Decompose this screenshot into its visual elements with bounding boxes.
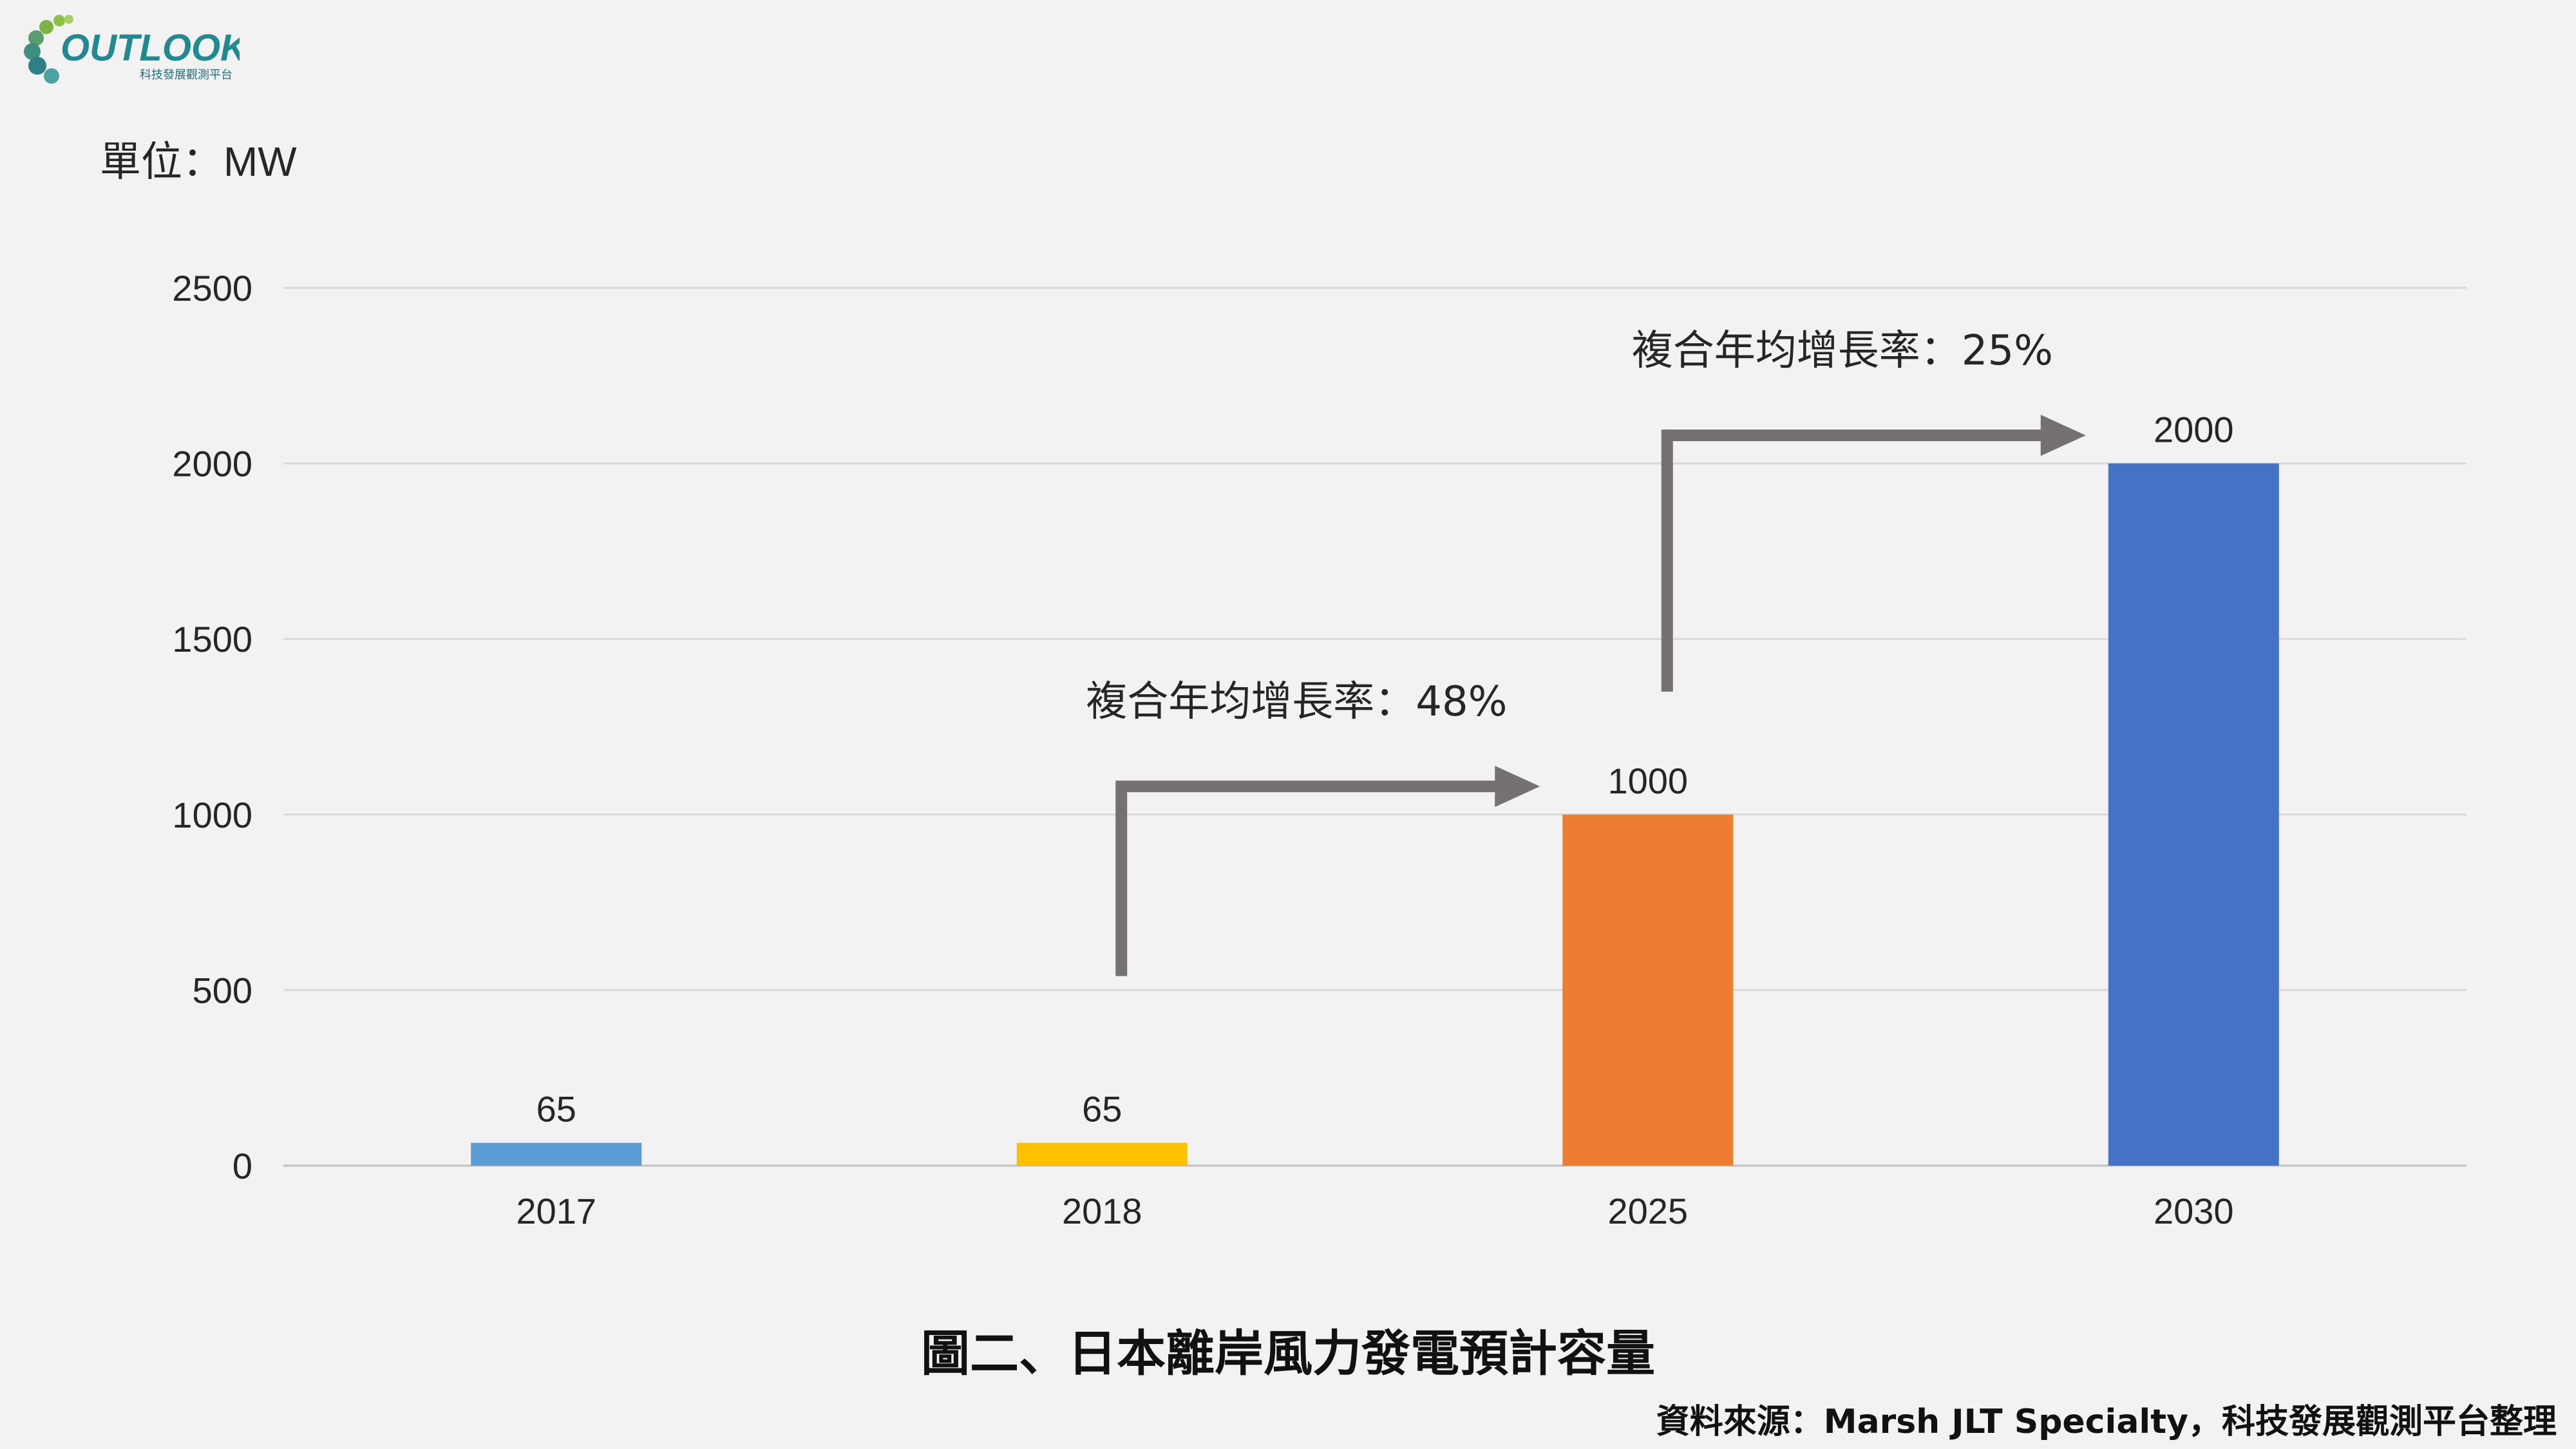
data-label: 65 — [1082, 1089, 1122, 1130]
bar-2017 — [471, 1142, 642, 1166]
growth-arrow-head — [2040, 414, 2086, 456]
cagr-annotation: 複合年均增長率：25% — [1632, 327, 2053, 375]
logo-dot — [44, 68, 59, 84]
growth-arrow-line — [1115, 781, 1502, 976]
data-label: 65 — [536, 1089, 576, 1130]
logo-subtitle: 科技發展觀測平台 — [140, 68, 232, 82]
bars — [471, 463, 2279, 1166]
outlook-logo: OUTLOOK 科技發展觀測平台 — [24, 15, 240, 84]
grid-lines — [283, 287, 2467, 1167]
y-tick-label: 1500 — [172, 619, 252, 659]
growth-arrows — [1115, 414, 2086, 976]
source-note: 資料來源：Marsh JLT Specialty，科技發展觀測平台整理 — [1656, 1403, 2557, 1441]
logo-wordmark: OUTLOOK — [61, 27, 240, 69]
x-tick-label: 2018 — [1062, 1191, 1142, 1231]
y-tick-label: 1000 — [172, 795, 252, 835]
y-tick-label: 2500 — [172, 268, 252, 308]
figure-caption: 圖二、日本離岸風力發電預計容量 — [921, 1325, 1655, 1382]
y-tick-label: 500 — [193, 970, 252, 1010]
bar-2030 — [2108, 463, 2279, 1166]
logo-dot — [64, 15, 73, 24]
logo-dot — [39, 20, 53, 34]
bar-2025 — [1562, 814, 1734, 1166]
unit-label: 單位：MW — [100, 138, 297, 185]
x-tick-label: 2017 — [516, 1191, 596, 1231]
data-label: 2000 — [2154, 410, 2234, 450]
logo-dot — [28, 57, 46, 75]
data-label: 1000 — [1607, 761, 1688, 801]
x-tick-label: 2030 — [2154, 1191, 2234, 1231]
chart-labels: 0 500 1000 1500 2000 2500 65 2017 65 2018 1000 2025… — [172, 268, 2233, 1231]
logo-dot — [28, 30, 44, 46]
growth-arrow-line — [1661, 429, 2047, 692]
logo-dot — [24, 43, 41, 60]
logo-dot — [53, 15, 65, 26]
cagr-annotation: 複合年均增長率：48% — [1086, 678, 1507, 726]
x-tick-label: 2025 — [1607, 1191, 1688, 1231]
bar-2018 — [1016, 1142, 1188, 1166]
growth-arrow-head — [1495, 766, 1540, 808]
y-tick-label: 0 — [232, 1146, 252, 1186]
y-tick-label: 2000 — [172, 444, 252, 484]
